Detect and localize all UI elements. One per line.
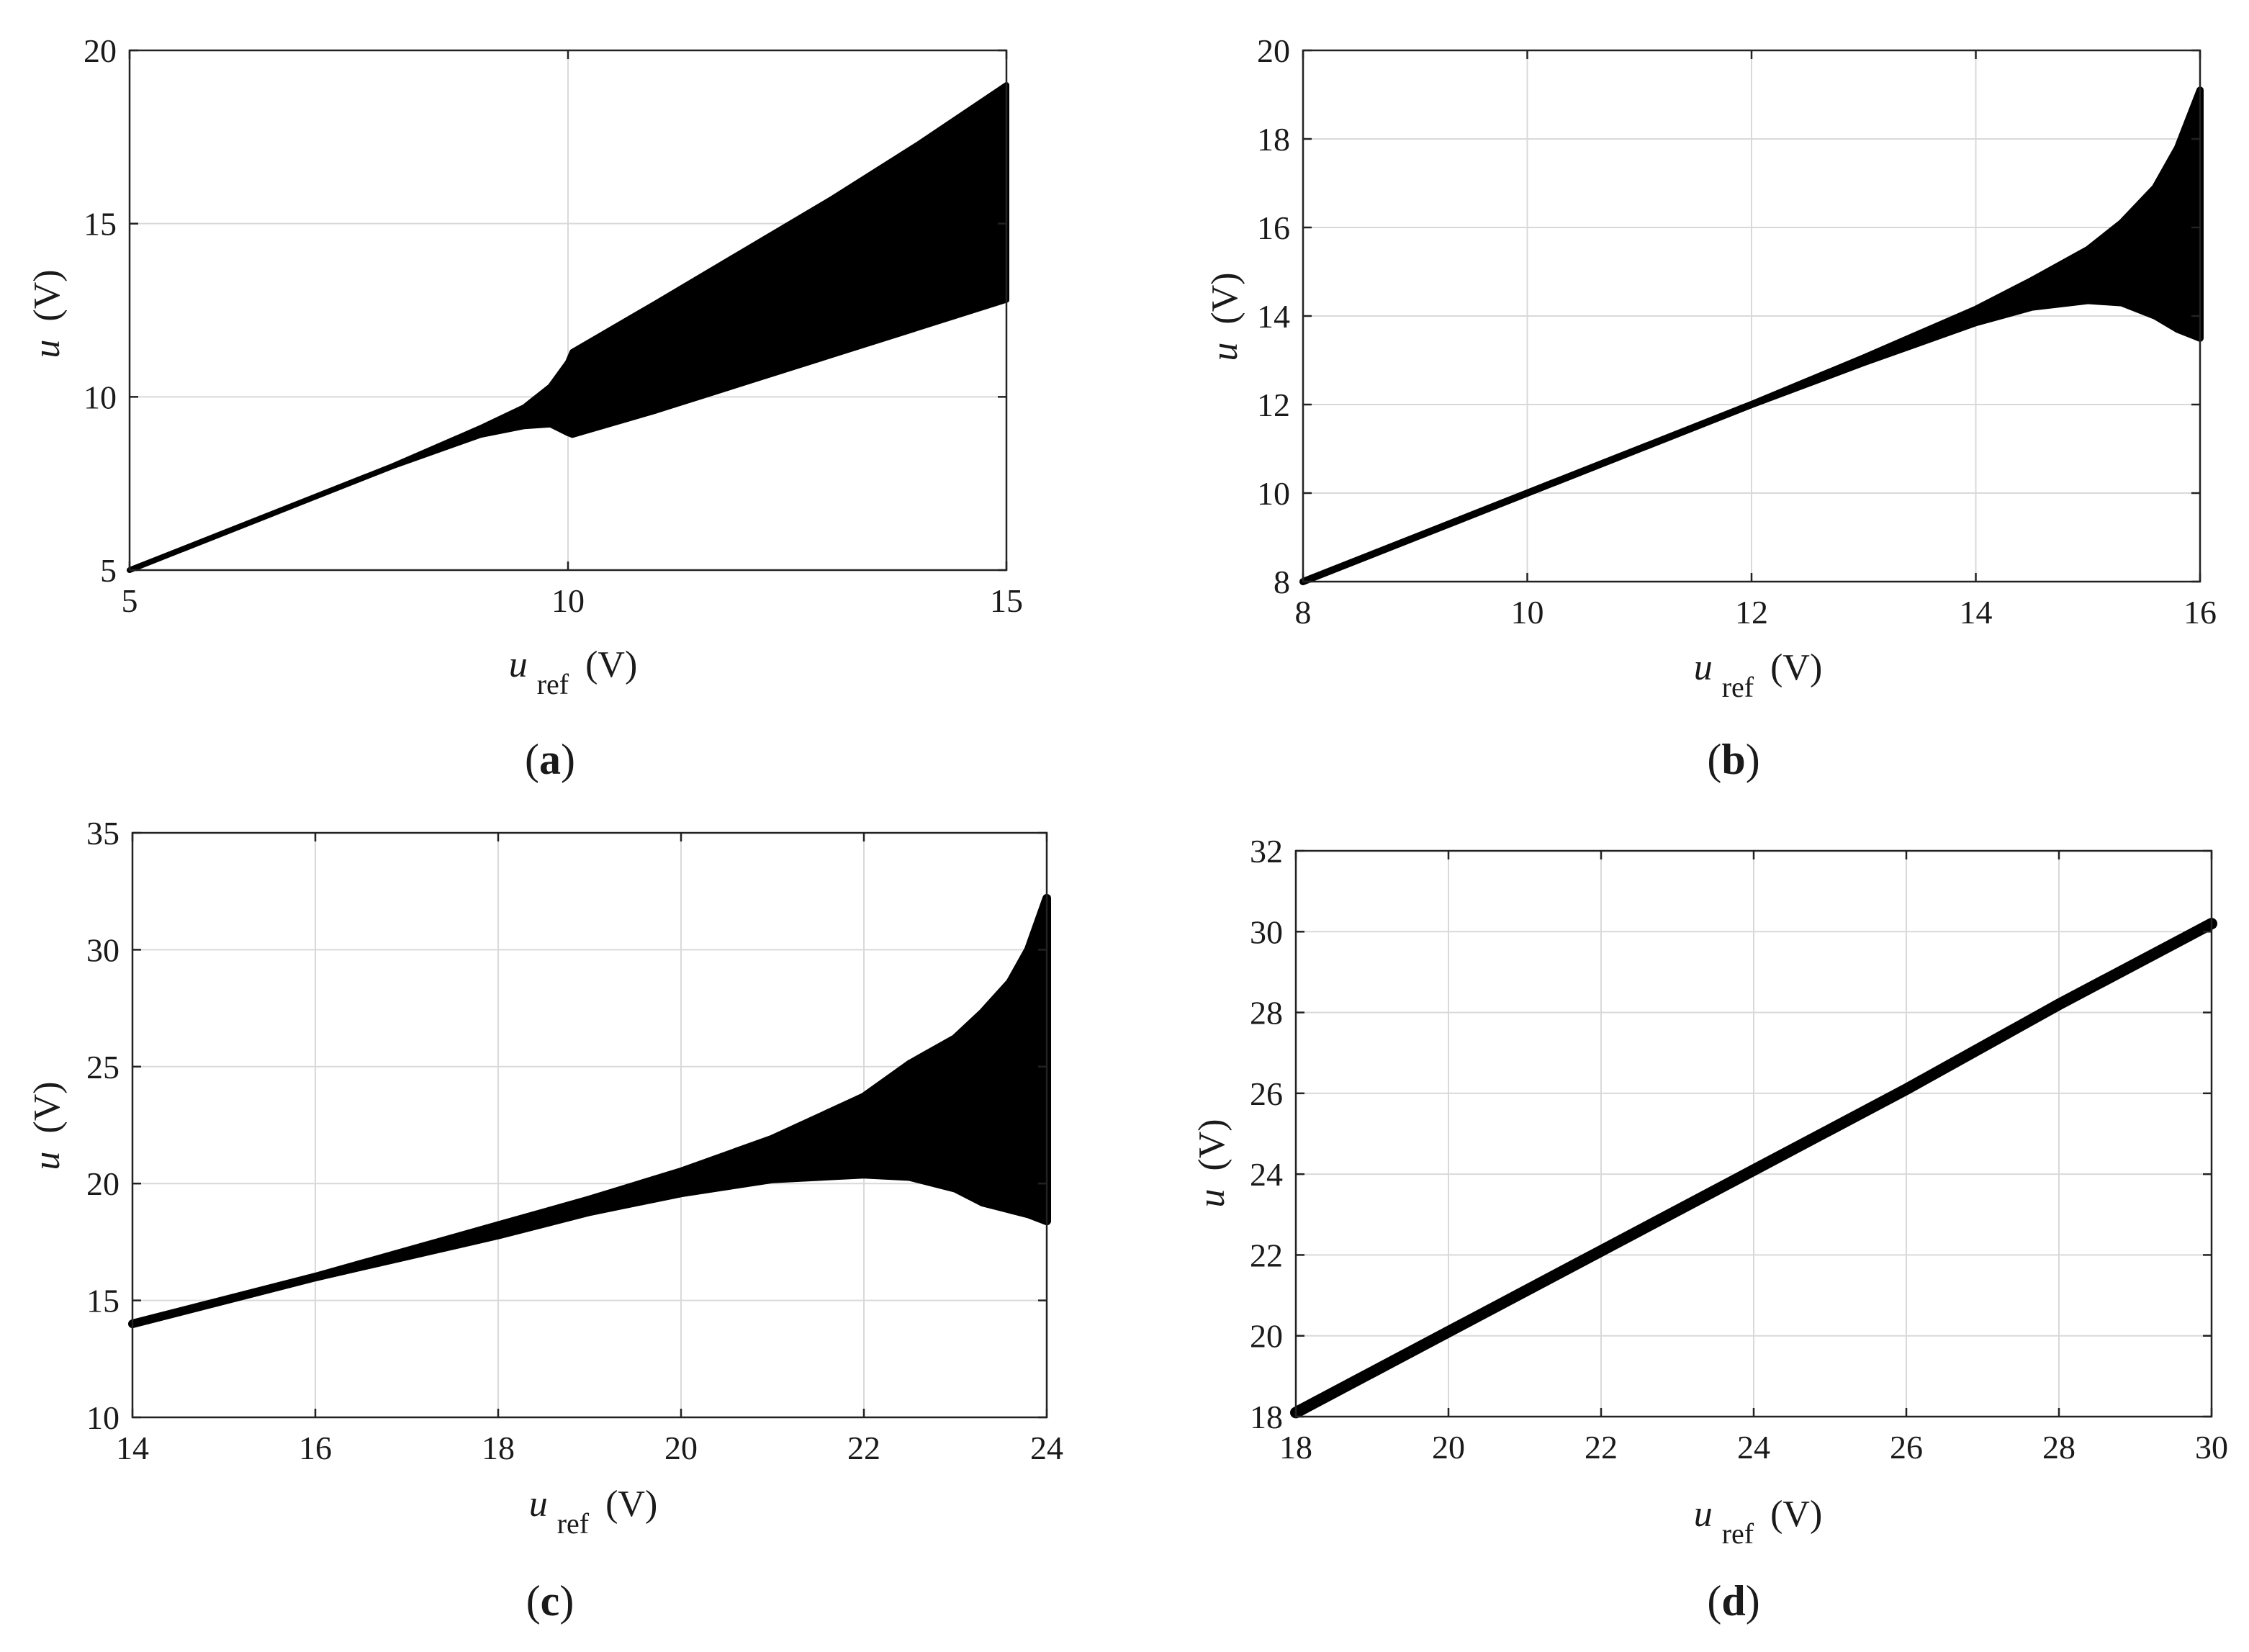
- x-tick-label-d-5: 28: [2042, 1429, 2076, 1466]
- panel-d: 18 20 22 24 26 28 30 18 20 22 24 26 28 30 32 u (V) u r…: [1191, 833, 2228, 1625]
- panel-label-b: (b): [1707, 736, 1759, 783]
- xlabel-b-subscript: ref: [1722, 671, 1754, 703]
- x-tick-label-d-6: 30: [2195, 1429, 2228, 1466]
- xlabel-c-subscript: ref: [557, 1507, 590, 1540]
- x-tick-label-c-0: 14: [116, 1430, 149, 1466]
- panel-label-a: (a): [525, 736, 575, 783]
- axes-box-c: [131, 831, 1048, 1419]
- y-tick-label-d-7: 32: [1250, 833, 1283, 870]
- xlabel-d-unit: (V): [1770, 1494, 1822, 1535]
- x-tick-label-c-5: 24: [1030, 1430, 1063, 1466]
- plot-area-c: 14 16 18 20 22 24 10 15 20 25 30 35: [86, 815, 1063, 1466]
- y-tick-label-d-1: 20: [1250, 1318, 1283, 1355]
- x-tick-label-b-2: 12: [1735, 594, 1768, 631]
- y-tick-label-b-4: 16: [1257, 209, 1290, 246]
- ylabel-b: u (V): [1204, 272, 1245, 361]
- xlabel-d-symbol: u: [1694, 1494, 1713, 1535]
- plot-area-b: 8 10 12 14 16 8 10 12 14 16 18 20: [1257, 32, 2217, 631]
- x-tick-label-d-4: 26: [1890, 1429, 1923, 1466]
- y-tick-label-a-1: 10: [84, 379, 117, 415]
- y-tick-label-c-5: 35: [86, 815, 120, 852]
- ylabel-d-unit: (V): [1191, 1119, 1232, 1170]
- xlabel-b: u ref (V): [1694, 647, 1823, 705]
- xlabel-d: u ref (V): [1694, 1494, 1823, 1552]
- ylabel-d-symbol: u: [1191, 1189, 1232, 1208]
- y-tick-label-d-6: 30: [1250, 913, 1283, 950]
- panel-a: 5 10 15 5 10 15 20 u (V) u ref (V) (a): [27, 32, 1023, 783]
- y-tick-label-b-3: 14: [1257, 298, 1290, 335]
- ylabel-a-symbol: u: [27, 340, 68, 358]
- y-tick-label-c-0: 10: [86, 1399, 120, 1436]
- y-tick-label-b-5: 18: [1257, 121, 1290, 158]
- x-tick-label-c-4: 22: [847, 1430, 880, 1466]
- y-tick-label-c-4: 30: [86, 931, 120, 968]
- xlabel-a-symbol: u: [509, 644, 528, 685]
- x-tick-label-b-4: 16: [2183, 594, 2217, 631]
- panel-label-c: (c): [526, 1577, 574, 1625]
- x-tick-label-d-1: 20: [1432, 1429, 1465, 1466]
- plot-area-a: 5 10 15 5 10 15 20: [84, 32, 1023, 619]
- ylabel-c-unit: (V): [27, 1081, 68, 1133]
- series-line-d-0: [1290, 918, 2217, 1419]
- ylabel-a-unit: (V): [27, 269, 68, 321]
- x-tick-label-c-3: 20: [664, 1430, 698, 1466]
- y-tick-label-d-4: 26: [1250, 1075, 1283, 1112]
- x-tick-label-b-1: 10: [1511, 594, 1544, 631]
- plot-area-d: 18 20 22 24 26 28 30 18 20 22 24 26 28 30 32: [1250, 833, 2228, 1466]
- y-tick-label-b-1: 10: [1257, 475, 1290, 512]
- y-tick-label-b-2: 12: [1257, 387, 1290, 423]
- y-tick-label-c-1: 15: [86, 1283, 120, 1319]
- xlabel-c: u ref (V): [529, 1484, 658, 1542]
- xlabel-a-subscript: ref: [537, 668, 569, 700]
- x-tick-label-d-0: 18: [1279, 1429, 1312, 1466]
- x-tick-label-b-0: 8: [1295, 594, 1312, 631]
- x-tick-label-a-1: 10: [551, 582, 585, 619]
- panel-c: 14 16 18 20 22 24 10 15 20 25 30 35 u (V) u ref (V)…: [27, 815, 1063, 1625]
- x-tick-label-c-2: 18: [482, 1430, 515, 1466]
- ylabel-d: u (V): [1191, 1119, 1232, 1207]
- y-tick-label-a-3: 20: [84, 32, 117, 69]
- panel-b: 8 10 12 14 16 8 10 12 14 16 18 20 u (V) u ref (V) (…: [1204, 32, 2217, 783]
- panel-label-a-letter: a: [539, 736, 561, 783]
- panel-label-d: (d): [1707, 1577, 1759, 1625]
- xlabel-c-unit: (V): [605, 1484, 657, 1525]
- panel-label-c-letter: c: [541, 1577, 560, 1625]
- xlabel-b-symbol: u: [1694, 647, 1713, 688]
- y-tick-label-d-3: 24: [1250, 1156, 1283, 1193]
- y-tick-label-b-0: 8: [1274, 564, 1290, 600]
- ylabel-a: u (V): [27, 269, 68, 358]
- y-tick-label-a-0: 5: [100, 552, 117, 589]
- y-tick-label-a-2: 15: [84, 206, 117, 243]
- panel-label-d-letter: d: [1721, 1577, 1745, 1625]
- ylabel-c: u (V): [27, 1081, 68, 1170]
- y-tick-label-d-2: 22: [1250, 1237, 1283, 1273]
- ylabel-b-unit: (V): [1204, 272, 1245, 324]
- y-tick-label-c-3: 25: [86, 1049, 120, 1085]
- x-tick-label-c-1: 16: [299, 1430, 332, 1466]
- ylabel-c-symbol: u: [27, 1152, 68, 1170]
- xlabel-c-symbol: u: [529, 1484, 548, 1525]
- x-tick-label-d-3: 24: [1737, 1429, 1770, 1466]
- xlabel-b-unit: (V): [1770, 647, 1822, 688]
- panel-label-b-letter: b: [1721, 736, 1745, 783]
- y-tick-label-d-5: 28: [1250, 995, 1283, 1032]
- x-tick-label-b-3: 14: [1960, 594, 1993, 631]
- xlabel-d-subscript: ref: [1722, 1517, 1754, 1550]
- x-tick-label-a-0: 5: [122, 582, 138, 619]
- xlabel-a: u ref (V): [509, 644, 638, 703]
- envelope-band-c-0: [128, 893, 1051, 1329]
- y-tick-label-b-6: 20: [1257, 32, 1290, 69]
- ylabel-b-symbol: u: [1204, 343, 1245, 361]
- x-tick-label-d-2: 22: [1585, 1429, 1618, 1466]
- y-tick-label-c-2: 20: [86, 1165, 120, 1202]
- x-tick-label-a-2: 15: [990, 582, 1023, 619]
- xlabel-a-unit: (V): [585, 644, 637, 685]
- y-tick-label-d-0: 18: [1250, 1399, 1283, 1435]
